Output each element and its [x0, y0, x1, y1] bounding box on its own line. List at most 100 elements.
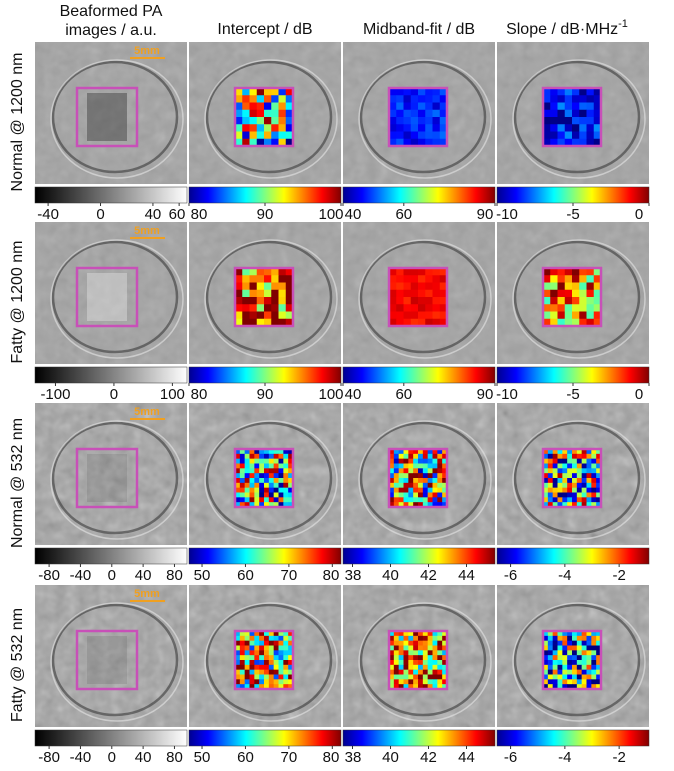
heatmap-cell — [543, 275, 551, 283]
heatmap-cell — [413, 497, 419, 503]
heatmap-cell — [264, 311, 272, 320]
heatmap-cell — [557, 289, 566, 298]
heatmap-cell — [254, 492, 260, 498]
heatmap-cell — [259, 453, 265, 460]
heatmap-cell — [413, 674, 419, 680]
heatmap-cell — [278, 458, 284, 464]
heatmap-cell — [285, 124, 294, 132]
heatmap-cell — [413, 473, 419, 479]
heatmap-cell — [422, 640, 429, 646]
heatmap-cell — [591, 645, 597, 651]
heatmap-cell — [242, 297, 250, 305]
heatmap-cell — [581, 645, 587, 651]
heatmap-cell — [567, 463, 573, 469]
heatmap-cell — [596, 684, 602, 690]
heatmap-cell — [572, 497, 578, 503]
heatmap-cell — [389, 304, 397, 312]
heatmap-cell — [242, 124, 250, 132]
heatmap-cell — [235, 297, 243, 305]
heatmap-cell — [403, 660, 409, 666]
heatmap-cell — [422, 468, 429, 474]
heatmap-cell — [581, 635, 587, 642]
heatmap-cell — [418, 660, 424, 666]
heatmap-cell — [235, 640, 241, 646]
heatmap-cell — [550, 109, 558, 118]
heatmap-cell — [596, 655, 602, 661]
heatmap-cell — [268, 478, 275, 484]
colorbar-tick-label: -4 — [558, 567, 571, 584]
heatmap-cell — [244, 684, 250, 690]
heatmap-cell — [562, 655, 568, 661]
tissue-ring — [205, 603, 333, 717]
heatmap-cell — [389, 463, 395, 469]
heatmap-cell — [271, 282, 279, 291]
heatmap-cell — [422, 660, 429, 666]
heatmap-cell — [244, 482, 250, 489]
tissue-ring — [359, 240, 487, 354]
heatmap-cell — [408, 635, 414, 642]
heatmap-cell — [259, 473, 265, 479]
heatmap-cell — [410, 109, 419, 118]
heatmap-cell — [264, 88, 272, 96]
heatmap-cell — [283, 650, 289, 656]
heatmap-cell — [442, 674, 448, 680]
heatmap-cell — [242, 117, 250, 125]
heatmap-cell — [432, 679, 438, 685]
heatmap-cell — [439, 138, 448, 147]
heatmap-cell — [249, 473, 255, 479]
heatmap-cell — [418, 482, 424, 489]
heatmap-cell — [550, 131, 558, 140]
heatmap-cell — [259, 492, 265, 498]
heatmap-cell — [552, 487, 558, 493]
heatmap-cell — [410, 268, 419, 276]
heatmap-cell — [393, 674, 400, 680]
heatmap-cell — [389, 660, 395, 666]
heatmap-cell — [239, 684, 246, 690]
heatmap-cell — [235, 468, 241, 474]
heatmap-cell — [432, 650, 438, 656]
heatmap-cell — [408, 664, 414, 671]
heatmap-cell — [550, 95, 558, 103]
heatmap-cell — [437, 478, 443, 484]
heatmap-cell — [259, 650, 265, 656]
heatmap-cell — [437, 449, 443, 455]
colorbar-tick-label: 42 — [420, 567, 437, 584]
roi-box — [233, 266, 295, 328]
heatmap-cell — [550, 318, 558, 327]
colorbar — [342, 186, 496, 204]
heatmap-cell — [557, 650, 563, 656]
heatmap-cell — [572, 492, 578, 498]
heatmap-cell — [543, 117, 551, 125]
heatmap-cell — [410, 275, 419, 283]
heatmap-cell — [389, 95, 397, 103]
column-header: Intercept / dB — [217, 21, 312, 38]
heatmap-cell — [427, 487, 433, 493]
heatmap-cell — [593, 109, 602, 118]
heatmap-cell — [389, 655, 395, 661]
heatmap-cell — [579, 88, 587, 96]
heatmap-cell — [557, 449, 563, 455]
heatmap-cell — [425, 268, 433, 276]
heatmap-cell — [432, 275, 441, 283]
tissue-ring — [205, 421, 333, 535]
heatmap-cell — [278, 655, 284, 661]
heatmap-cell — [557, 318, 566, 327]
heatmap-cell — [268, 635, 275, 642]
heatmap-cell — [235, 458, 241, 464]
heatmap-cell — [439, 304, 448, 312]
heatmap-cell — [591, 674, 597, 680]
heatmap-cell — [552, 473, 558, 479]
colorbar-tick-label: 70 — [281, 567, 298, 584]
heatmap-cell — [557, 109, 566, 118]
heatmap-cell — [562, 497, 568, 503]
heatmap-cell — [273, 497, 279, 503]
heatmap-cell — [557, 635, 563, 642]
heatmap-cell — [547, 497, 554, 503]
heatmap-cell — [432, 674, 438, 680]
heatmap-cell — [283, 635, 289, 642]
colorbar-tick-label: -10 — [496, 206, 518, 223]
heatmap-cell — [427, 640, 433, 646]
colorbar-tick-label: 60 — [395, 386, 412, 403]
heatmap-cell — [572, 318, 580, 327]
heatmap-cell — [403, 88, 412, 96]
